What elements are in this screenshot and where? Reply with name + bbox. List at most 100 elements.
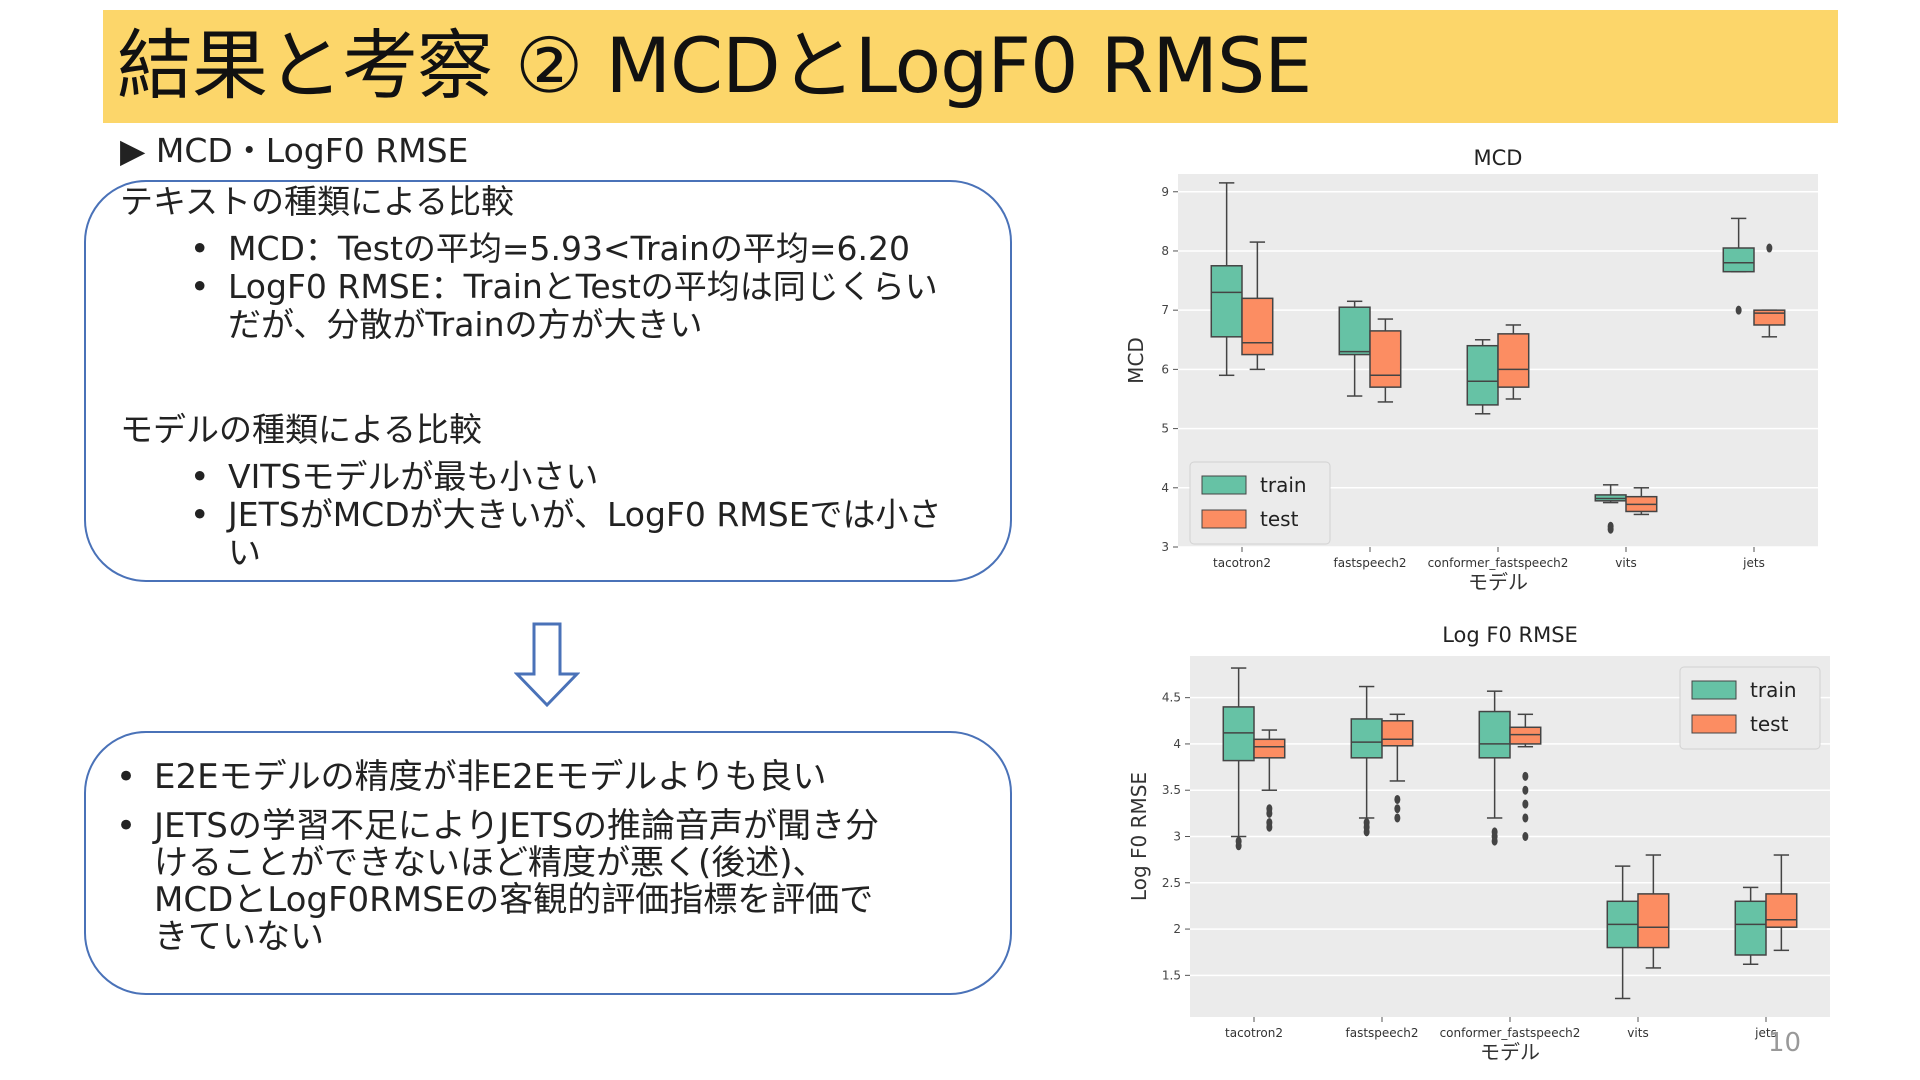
y-tick-label: 2.5 — [1162, 876, 1181, 890]
x-tick-label: conformer_fastspeech2 — [1440, 1026, 1581, 1040]
bullet-line: けることができないほど精度が悪く(後述)、 — [154, 843, 827, 883]
box-test-conformer_fastspeech2 — [1497, 324, 1530, 400]
conclusion-bullet-2: JETSの学習不足によりJETSの推論音声が聞き分けることができないほど精度が悪… — [116, 806, 1004, 957]
box-test-conformer_fastspeech2 — [1509, 713, 1542, 841]
y-tick-label: 9 — [1161, 185, 1169, 199]
y-tick-label: 1.5 — [1162, 968, 1181, 982]
down-arrow-outline-icon — [514, 622, 580, 708]
iqr-box — [1253, 738, 1286, 759]
legend-swatch-train — [1691, 680, 1737, 700]
iqr-box — [1765, 893, 1798, 928]
y-tick-label: 6 — [1161, 362, 1169, 376]
box-train-tacotron2 — [1210, 182, 1243, 377]
bullet-line: い — [228, 533, 261, 572]
outlier-point — [1235, 836, 1242, 846]
mcd-chart: MCD 3 4 5 6 7 8 9 MCD tacotron2 fastspeech2 conform… — [1118, 140, 1834, 598]
box-train-conformer_fastspeech2 — [1466, 339, 1499, 415]
x-tick-label: vits — [1615, 556, 1636, 570]
x-tick-label: conformer_fastspeech2 — [1428, 556, 1569, 570]
iqr-box — [1734, 900, 1767, 956]
bullet-line: JETSの学習不足によりJETSの推論音声が聞き分 — [154, 806, 880, 846]
iqr-box — [1210, 265, 1243, 338]
box-test-jets — [1765, 854, 1798, 952]
box-test-vits — [1637, 854, 1670, 969]
group1-title: テキストの種類による比較 — [120, 182, 515, 221]
section-heading: ▶ MCD・LogF0 RMSE — [120, 131, 469, 170]
y-tick-label: 3.5 — [1162, 783, 1181, 797]
outlier-point — [1607, 521, 1614, 531]
y-tick-label: 2 — [1173, 922, 1181, 936]
y-axis-label: MCD — [1124, 337, 1148, 384]
x-axis-label: モデル — [1468, 570, 1528, 594]
outlier-point — [1522, 813, 1529, 823]
y-axis-label: Log F0 RMSE — [1127, 772, 1151, 901]
legend: train test — [1189, 461, 1331, 545]
iqr-box — [1722, 247, 1755, 273]
outlier-point — [1394, 794, 1401, 804]
box-train-tacotron2 — [1222, 667, 1255, 851]
conclusion-bullet-1: E2Eモデルの精度が非E2Eモデルよりも良い — [116, 757, 1004, 797]
x-axis-label: モデル — [1480, 1040, 1540, 1064]
box-train-jets — [1734, 886, 1767, 965]
iqr-box — [1338, 306, 1371, 356]
chart-title: MCD — [1474, 146, 1523, 170]
bullet-line: LogF0 RMSE：TrainとTestの平均は同じくらい — [228, 267, 938, 306]
iqr-box — [1466, 344, 1499, 406]
x-tick-label: fastspeech2 — [1345, 1026, 1418, 1040]
iqr-box — [1478, 710, 1511, 759]
bullet-line: JETSがMCDが大きいが、LogF0 RMSEでは小さ — [228, 495, 942, 534]
box-train-fastspeech2 — [1350, 685, 1383, 837]
bullet-line: MCDとLogF0RMSEの客観的評価指標を評価で — [154, 880, 874, 920]
outlier-point — [1735, 305, 1742, 315]
box-train-conformer_fastspeech2 — [1478, 690, 1511, 846]
outlier-point — [1766, 243, 1773, 253]
box-test-jets — [1753, 243, 1786, 338]
box-test-fastspeech2 — [1381, 713, 1414, 823]
legend-swatch-train — [1201, 475, 1247, 495]
outlier-point — [1522, 832, 1529, 841]
group1-bullet-2: LogF0 RMSE：TrainとTestの平均は同じくらいだが、分散がTrai… — [190, 267, 1008, 344]
x-tick-label: tacotron2 — [1213, 556, 1271, 570]
iqr-box — [1509, 726, 1542, 745]
group2-title: モデルの種類による比較 — [120, 410, 483, 449]
outlier-point — [1394, 804, 1401, 814]
legend-swatch-test — [1201, 509, 1247, 529]
conclusion-list: E2Eモデルの精度が非E2Eモデルよりも良い JETSの学習不足によりJETSの推… — [116, 757, 1004, 957]
bullet-line: きていない — [154, 917, 324, 957]
slide-title: 結果と考察 ② MCDとLogF0 RMSE — [117, 21, 1312, 110]
iqr-box — [1222, 706, 1255, 762]
x-tick-label: fastspeech2 — [1333, 556, 1406, 570]
iqr-box — [1241, 297, 1274, 356]
conclusion-box: E2Eモデルの精度が非E2Eモデルよりも良い JETSの学習不足によりJETSの推… — [84, 731, 1012, 995]
box-test-vits — [1625, 487, 1658, 516]
bullet-line: VITSモデルが最も小さい — [228, 457, 599, 496]
logf0-rmse-chart: Log F0 RMSE 1.5 2 2.5 3 3.5 4 4.5 Log F0 RMSE tac… — [1118, 620, 1834, 1075]
x-tick-label: vits — [1627, 1026, 1648, 1040]
outlier-point — [1266, 818, 1273, 828]
x-tick-label: jets — [1754, 1026, 1777, 1040]
title-bar: 結果と考察 ② MCDとLogF0 RMSE — [103, 10, 1838, 123]
legend-label-test: test — [1750, 712, 1789, 736]
comparison-box: テキストの種類による比較 MCD：Testの平均=5.93<Trainの平均=6… — [84, 180, 1012, 582]
group1-list: MCD：Testの平均=5.93<Trainの平均=6.20LogF0 RMSE… — [190, 230, 1008, 344]
iqr-box — [1637, 893, 1670, 949]
legend-swatch-test — [1691, 714, 1737, 734]
bullet-line: E2Eモデルの精度が非E2Eモデルよりも良い — [154, 757, 827, 797]
outlier-point — [1522, 771, 1529, 781]
page-number: 10 — [1768, 1028, 1802, 1058]
group2-list: VITSモデルが最も小さいJETSがMCDが大きいが、LogF0 RMSEでは小… — [190, 457, 1008, 572]
iqr-box — [1350, 718, 1383, 759]
chart-title: Log F0 RMSE — [1442, 623, 1578, 647]
legend-label-test: test — [1260, 507, 1299, 531]
iqr-box — [1381, 720, 1414, 747]
y-tick-label: 5 — [1161, 422, 1169, 436]
y-tick-label: 3 — [1173, 830, 1181, 844]
outlier-point — [1266, 804, 1273, 814]
iqr-box — [1369, 330, 1402, 388]
legend-label-train: train — [1750, 678, 1797, 702]
y-tick-label: 8 — [1161, 244, 1169, 258]
outlier-point — [1522, 799, 1529, 809]
box-test-tacotron2 — [1241, 241, 1274, 371]
y-tick-label: 3 — [1161, 540, 1169, 554]
group1-bullet-1: MCD：Testの平均=5.93<Trainの平均=6.20 — [190, 230, 1008, 269]
